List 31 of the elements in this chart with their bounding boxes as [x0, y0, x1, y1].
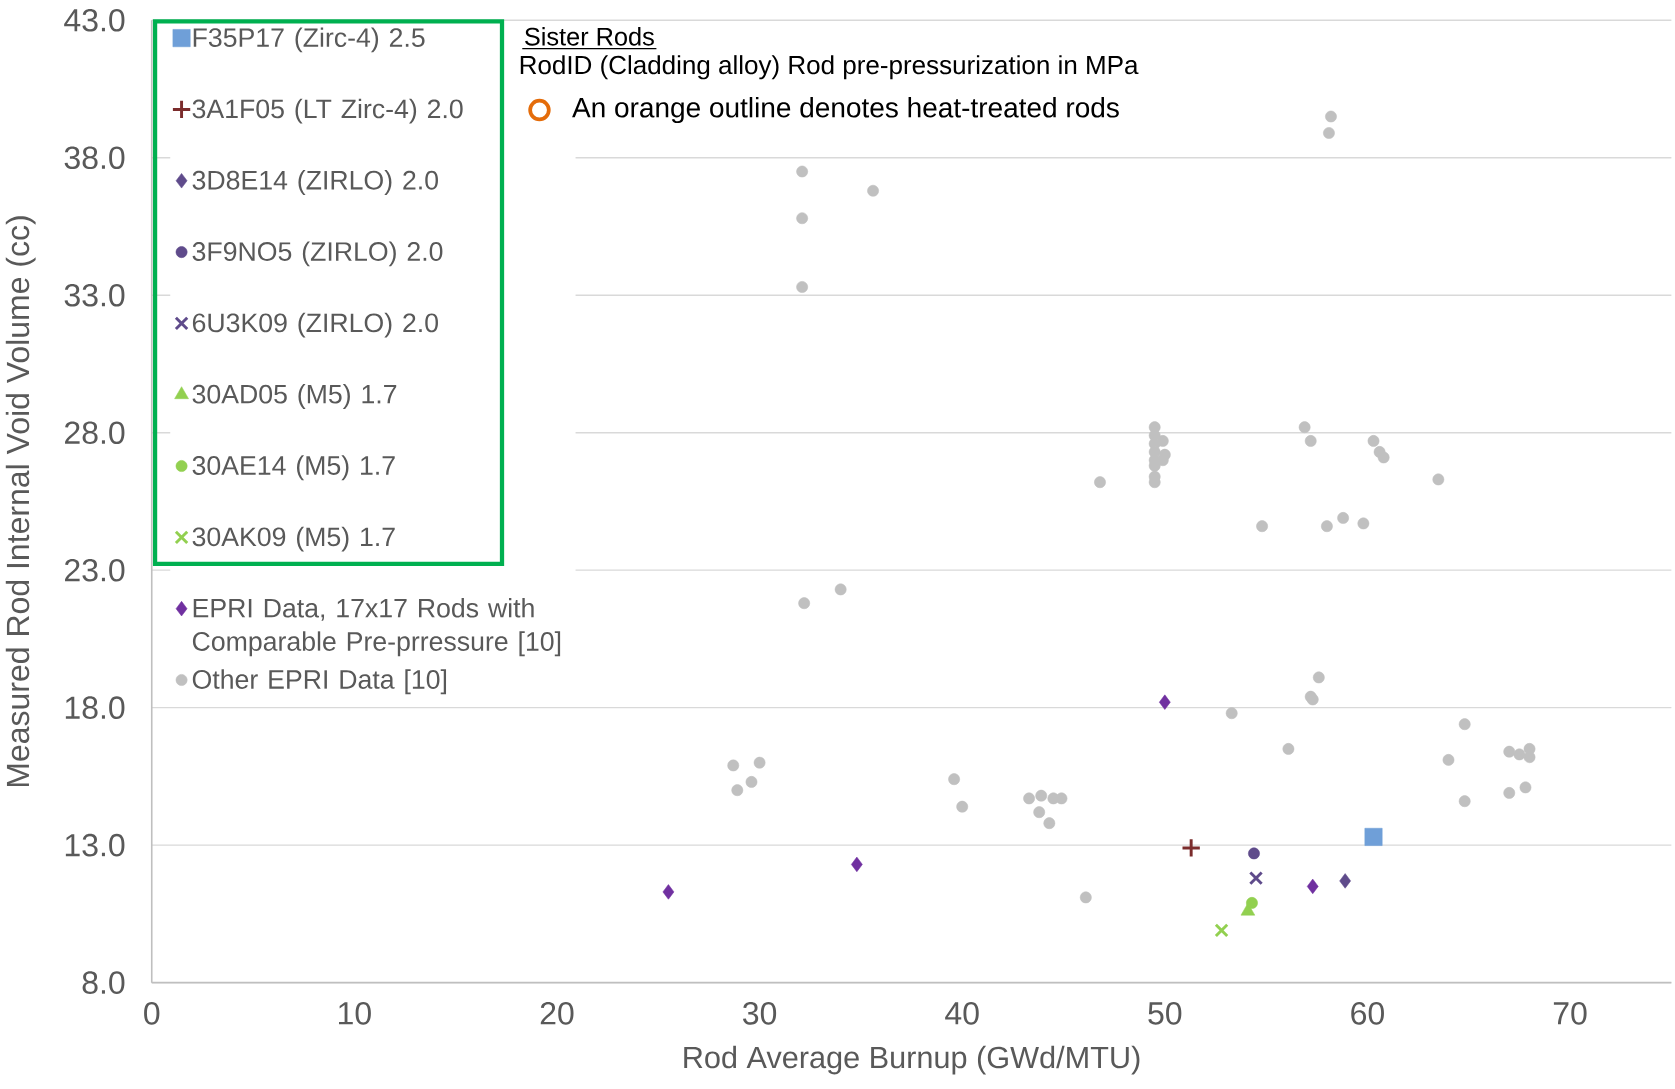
x-axis-title: Rod Average Burnup (GWd/MTU)	[684, 1045, 1140, 1075]
y-tick-label: 28.0	[65, 421, 125, 445]
y-tick-label: 13.0	[65, 833, 125, 857]
x-tick-label: 60	[1351, 1002, 1384, 1025]
legend-label: F35P17 (Zirc-4) 2.5	[193, 27, 425, 53]
legend-label: 3D8E14 (ZIRLO) 2.0	[192, 170, 438, 195]
y-tick-label: 8.0	[82, 971, 125, 994]
annotation: RodID (Cladding alloy) Rod pre-pressurization in MPa	[520, 55, 1139, 80]
x-tick-label: 20	[540, 1002, 574, 1025]
x-tick-label: 50	[1148, 1002, 1182, 1025]
legend-label: 30AE14 (M5) 1.7	[192, 455, 395, 481]
legend-label: Other EPRI Data [10]	[192, 669, 447, 695]
legend-label: 30AK09 (M5) 1.7	[192, 526, 395, 552]
annotation: An orange outline denotes heat-treated rods	[572, 97, 1119, 124]
x-tick-label: 70	[1553, 1002, 1587, 1025]
x-tick-label: 10	[339, 1002, 371, 1025]
legend-label: 6U3K09 (ZIRLO) 2.0	[192, 312, 438, 338]
legend-label: 3A1F05 (LT Zirc-4) 2.0	[192, 98, 463, 124]
legend-label: 3F9NO5 (ZIRLO) 2.0	[192, 241, 443, 267]
y-tick-label: 38.0	[64, 146, 125, 170]
x-tick-label: 40	[945, 1002, 979, 1025]
legend-label: 30AD05 (M5) 1.7	[192, 384, 397, 409]
x-tick-label: 0	[144, 1002, 160, 1025]
y-tick-label: 43.0	[64, 8, 125, 32]
y-tick-label: 23.0	[65, 558, 125, 582]
annotation: Sister Rods	[525, 27, 654, 46]
y-axis-title: Measured Rod Internal Void Volume (cc)	[5, 216, 36, 787]
legend-label: EPRI Data, 17x17 Rods with Comparable Pre-prressure [10]	[192, 598, 561, 657]
y-tick-label: 33.0	[64, 283, 125, 307]
x-tick-label: 30	[743, 1002, 777, 1025]
y-tick-label: 18.0	[65, 696, 125, 720]
